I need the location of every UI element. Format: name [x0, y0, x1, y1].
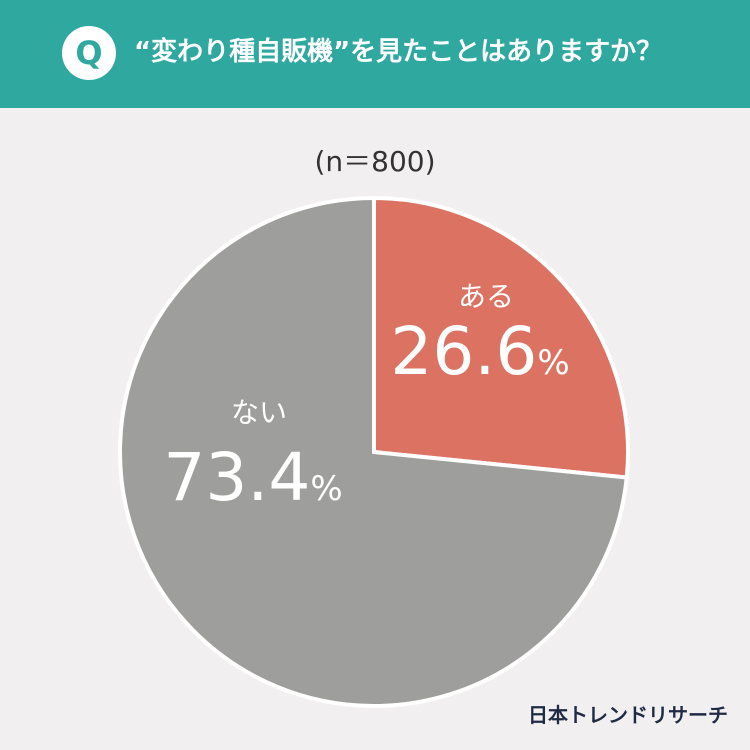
- brand-logo: 日本トレンドリサーチ: [528, 703, 728, 727]
- sample-size: (n＝800): [314, 145, 436, 178]
- slice-value-no: 73.4%: [163, 439, 342, 516]
- pie-slice-no: [118, 195, 629, 708]
- question-text: “変わり種自販機”を見たことはありますか？: [134, 37, 663, 67]
- question-header: Q “変わり種自販機”を見たことはありますか？: [0, 0, 750, 108]
- q-badge-icon: Q: [62, 26, 116, 80]
- slice-label-yes: ある: [458, 280, 514, 313]
- slice-label-no: ない: [231, 396, 287, 429]
- pie-slice-yes: [372, 195, 630, 480]
- slice-value-yes: 26.6%: [390, 313, 569, 390]
